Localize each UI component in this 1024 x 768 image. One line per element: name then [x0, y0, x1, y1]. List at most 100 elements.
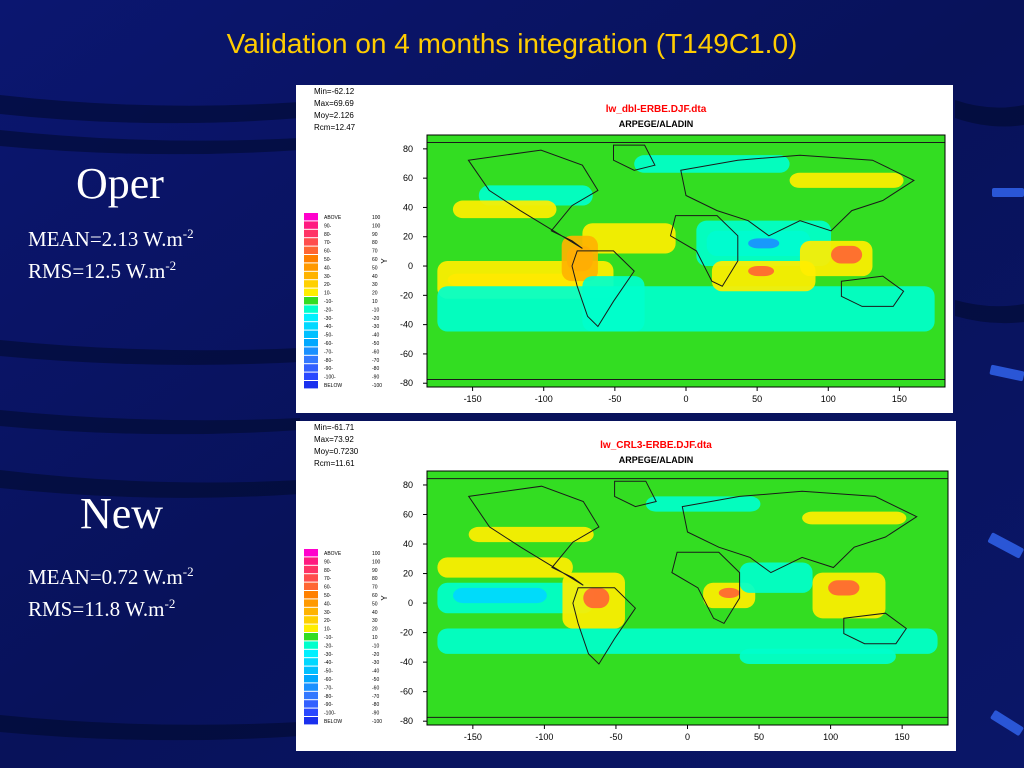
legend-label: 30- [324, 610, 332, 616]
legend-label: 30- [324, 274, 332, 280]
anomaly-region [582, 223, 676, 254]
anomaly-region [468, 526, 594, 543]
legend-swatch [304, 717, 318, 725]
legend-label: 90- [324, 223, 332, 229]
legend-label: 80- [324, 568, 332, 574]
map-model-label: ARPEGE/ALADIN [619, 119, 694, 129]
legend-swatch [304, 238, 318, 246]
legend-label: 40- [324, 265, 332, 271]
anomaly-region [437, 557, 573, 578]
legend-label: 50- [324, 593, 332, 599]
legend-label: -70- [324, 685, 333, 691]
legend-value: -40 [372, 333, 379, 339]
stat-line: Min=-62.12 [314, 87, 355, 96]
stat-line: Rcm=12.47 [314, 123, 356, 132]
slide-title: Validation on 4 months integration (T149… [226, 28, 798, 59]
legend-value: -50 [372, 341, 379, 347]
legend-swatch [304, 305, 318, 313]
coastlines [427, 142, 945, 380]
x-tick-label: -100 [535, 732, 553, 742]
legend-label: 20- [324, 282, 332, 288]
anomaly-region [453, 587, 547, 604]
legend-value: 10 [372, 299, 378, 305]
legend-swatch [304, 658, 318, 666]
map-svg: Min=-62.12 Max=69.69 Moy=2.126 Rcm=12.47 lw_… [304, 87, 946, 404]
legend-value: 50 [372, 265, 378, 271]
anomaly-region [437, 286, 935, 332]
legend-swatch [304, 288, 318, 296]
x-tick-label: 100 [821, 394, 836, 404]
legend-swatch [304, 624, 318, 632]
anomaly-region [583, 587, 610, 609]
anomaly-region [478, 185, 593, 206]
y-tick-label: -80 [400, 716, 413, 726]
y-tick-label: 80 [403, 144, 413, 154]
legend-label: 20- [324, 618, 332, 624]
legend-swatch [304, 599, 318, 607]
legend-swatch [304, 313, 318, 322]
legend-value: 20 [372, 291, 378, 297]
legend-swatch [304, 372, 318, 380]
coastline-path [467, 485, 600, 586]
legend-label: -40- [324, 324, 333, 330]
legend-swatch [304, 666, 318, 674]
legend-value: 70 [372, 249, 378, 255]
legend-value: 50 [372, 601, 378, 607]
y-tick-label: -60 [400, 349, 413, 359]
coastline-path [614, 480, 657, 508]
rms-stat-oper: RMS=12.5 W.m-2 [28, 258, 176, 284]
anomaly-region [739, 562, 813, 593]
legend-value: -60 [372, 685, 379, 691]
anomaly-region [748, 266, 775, 277]
legend-value: 80 [372, 240, 378, 246]
stat-line: Rcm=11.61 [314, 459, 355, 468]
coastline-path [613, 144, 656, 171]
legend-label: -30- [324, 652, 333, 658]
legend-value: -60 [372, 349, 379, 355]
y-tick-label: -40 [400, 657, 413, 667]
legend-value: -40 [372, 669, 379, 675]
legend-value: 100 [372, 215, 381, 221]
deco-bar [992, 188, 1024, 197]
coastlines [427, 478, 948, 718]
legend-value: 100 [372, 223, 381, 229]
legend-value: -90 [372, 375, 379, 381]
map-panel-oper: Min=-62.12 Max=69.69 Moy=2.126 Rcm=12.47 lw_… [296, 85, 953, 413]
section-heading-oper: Oper [76, 159, 164, 208]
rms-unit-exponent: -2 [164, 596, 176, 611]
y-tick-label: 0 [408, 261, 413, 271]
deco-bar [989, 364, 1024, 382]
mean-value: MEAN=2.13 W.m [28, 227, 183, 251]
legend-swatch [304, 616, 318, 624]
x-tick-label: 100 [823, 732, 838, 742]
legend-label: -10- [324, 635, 333, 641]
legend-label: -80- [324, 358, 333, 364]
legend-swatch [304, 271, 318, 280]
anomaly-region [645, 496, 761, 512]
legend-value: 60 [372, 257, 378, 263]
legend-label: -30- [324, 316, 333, 322]
legend-label: BELOW [324, 383, 342, 389]
legend-value: 30 [372, 282, 378, 288]
legend-swatch [304, 381, 318, 389]
coastline-path [467, 149, 599, 249]
legend-swatch [304, 675, 318, 683]
stat-line: Max=73.92 [314, 435, 354, 444]
rms-unit-exponent: -2 [165, 258, 177, 273]
legend-label: -100- [324, 711, 336, 717]
legend-swatch [304, 565, 318, 574]
stat-line: Moy=2.126 [314, 111, 354, 120]
coastline-path [843, 612, 907, 645]
legend-value: 40 [372, 274, 378, 280]
coastline-path [572, 587, 637, 665]
legend-label: -10- [324, 299, 333, 305]
legend-label: -40- [324, 660, 333, 666]
stat-line: Max=69.69 [314, 99, 354, 108]
section-heading-new: New [80, 489, 164, 538]
legend-swatch [304, 347, 318, 355]
legend-value: -30 [372, 324, 379, 330]
legend-swatch [304, 263, 318, 271]
legend-value: -70 [372, 694, 379, 700]
legend-swatch [304, 255, 318, 263]
map-filename: lw_CRL3-ERBE.DJF.dta [600, 440, 712, 451]
